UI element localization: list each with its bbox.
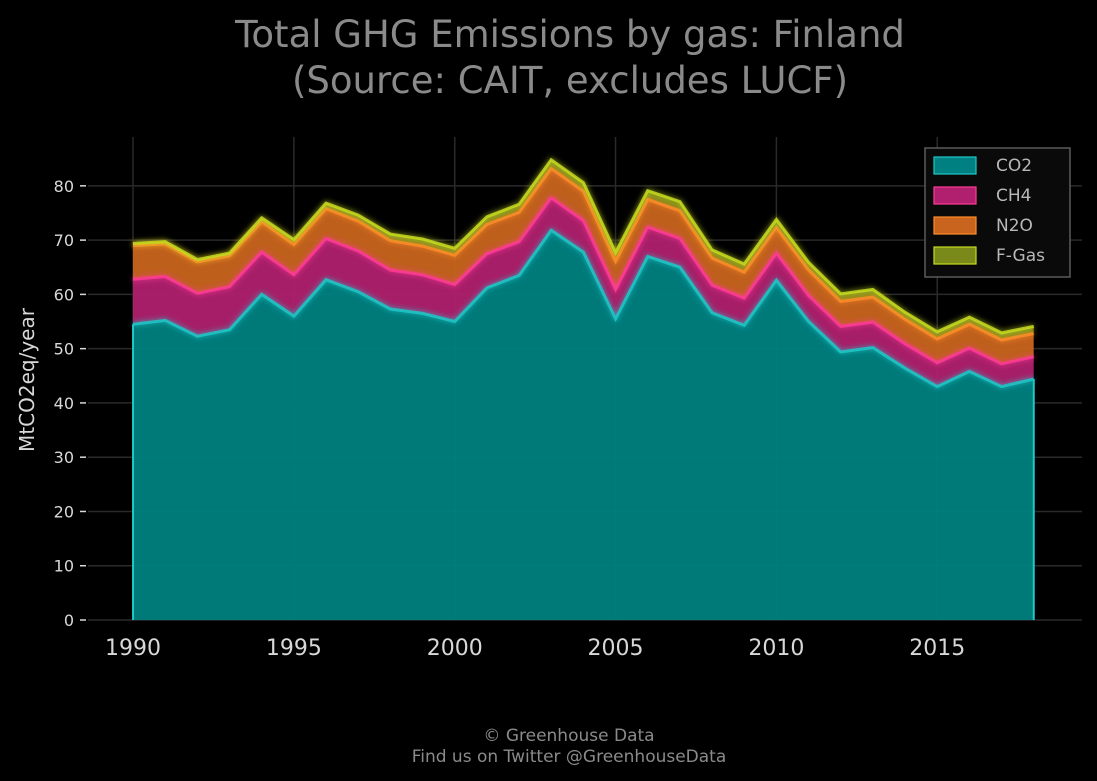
y-tick-label: 0 xyxy=(64,611,74,630)
legend-swatch-f-gas xyxy=(933,246,977,265)
y-tick-label: 50 xyxy=(54,340,74,359)
x-tick-label: 2000 xyxy=(427,636,483,661)
x-tick-label: 2005 xyxy=(588,636,644,661)
legend-label-n2o: N2O xyxy=(996,216,1033,236)
area-n2o xyxy=(133,168,1034,364)
y-tick-label: 40 xyxy=(54,394,74,413)
legend-label-co2: CO2 xyxy=(996,156,1032,176)
footer-credit: © Greenhouse Data xyxy=(483,726,654,746)
y-tick-label: 60 xyxy=(54,285,74,304)
footer-twitter: Find us on Twitter @GreenhouseData xyxy=(412,747,727,767)
area-co2 xyxy=(133,230,1034,621)
y-tick-label: 80 xyxy=(54,177,74,196)
line-f-gas xyxy=(132,157,1034,335)
legend: CO2 CH4 N2O F-Gas xyxy=(924,147,1071,278)
legend-swatch-co2 xyxy=(933,156,977,175)
chart-subtitle: (Source: CAIT, excludes LUCF) xyxy=(292,59,848,102)
y-tick-label: 10 xyxy=(54,557,74,576)
series-lines xyxy=(132,157,1035,620)
stacked-areas xyxy=(133,159,1034,621)
chart-title: Total GHG Emissions by gas: Finland xyxy=(234,13,905,56)
line-ch4 xyxy=(132,195,1035,366)
y-tick-label: 30 xyxy=(54,448,74,467)
line-n2o xyxy=(132,166,1034,342)
y-tick-label: 70 xyxy=(54,231,74,250)
x-tick-label: 1995 xyxy=(266,636,322,661)
x-tick-label: 2015 xyxy=(909,636,965,661)
y-tick-label: 20 xyxy=(54,502,74,521)
legend-swatch-ch4 xyxy=(933,186,977,205)
x-tick-label: 1990 xyxy=(105,636,161,661)
y-axis-label: MtCO2eq/year xyxy=(15,307,39,452)
line-co2 xyxy=(132,228,1035,389)
legend-label-ch4: CH4 xyxy=(996,186,1031,206)
legend-swatch-n2o xyxy=(933,216,977,235)
x-tick-label: 2010 xyxy=(748,636,804,661)
legend-label-f-gas: F-Gas xyxy=(996,246,1045,266)
axes: 0 10 20 30 40 50 60 70 80 1990 1995 2000 2005 2010 201… xyxy=(54,177,966,661)
